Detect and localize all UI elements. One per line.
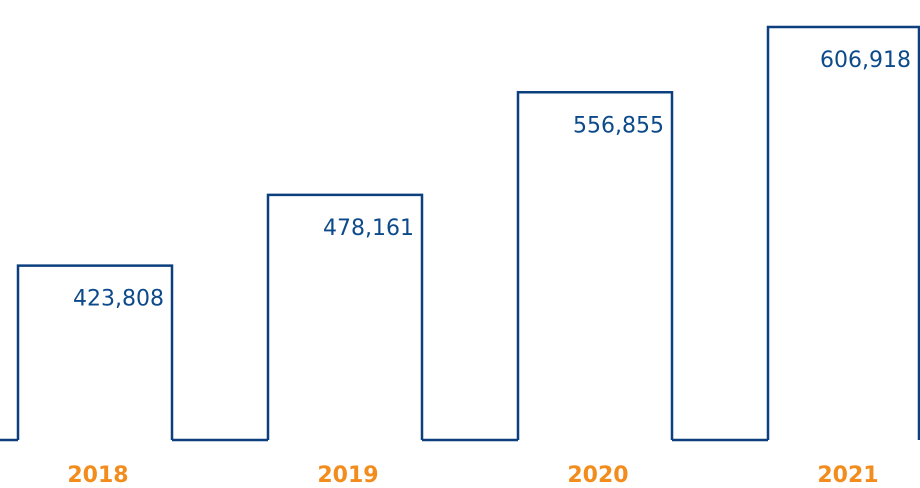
value-label: 423,808 [73, 287, 164, 312]
value-label: 556,855 [573, 113, 664, 138]
bar [266, 193, 424, 440]
value-label: 478,161 [323, 216, 414, 241]
value-label: 606,918 [820, 48, 911, 73]
bar [766, 25, 920, 440]
x-tick-label: 2021 [817, 463, 878, 488]
x-tick-label: 2020 [567, 463, 628, 488]
bar [516, 91, 674, 440]
bar [16, 264, 174, 440]
x-tick-label: 2019 [317, 463, 378, 488]
x-tick-label: 2018 [67, 463, 128, 488]
